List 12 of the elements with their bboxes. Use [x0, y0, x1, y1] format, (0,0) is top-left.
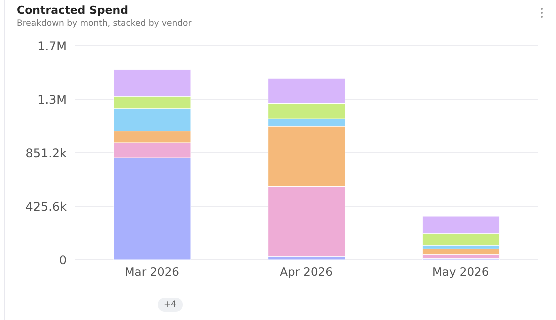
y-tick-label: 1.3M — [38, 92, 67, 107]
y-tick-label: 425.6k — [26, 200, 68, 214]
chart-subtitle: Breakdown by month, stacked by vendor — [17, 19, 192, 29]
x-tick-label: Mar 2026 — [124, 265, 180, 280]
bar — [422, 248, 500, 255]
y-tick-label: 0 — [59, 253, 67, 268]
x-tick-label: May 2026 — [432, 265, 490, 280]
y-tick-label: 851.2k — [26, 146, 68, 160]
text: +4 — [158, 298, 183, 312]
chart-title: Contracted Spend — [17, 4, 128, 17]
x-tick-label: Apr 2026 — [280, 265, 333, 280]
y-tick-label: 1.7M — [38, 39, 67, 54]
